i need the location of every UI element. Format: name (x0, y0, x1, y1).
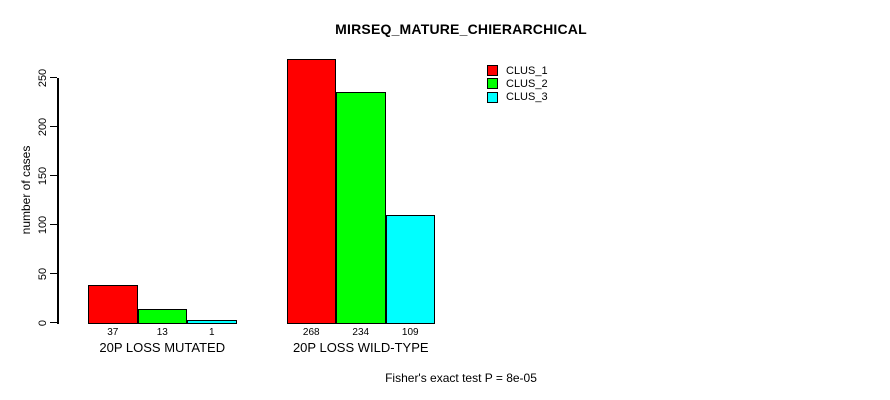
bar-clus_1-mutated (88, 285, 138, 324)
y-tick (50, 174, 57, 177)
y-tick-label: 50 (37, 267, 49, 280)
bar-clus_2-wild-type (336, 92, 386, 324)
y-tick-label: 200 (37, 117, 49, 136)
bar-value-label: 234 (352, 327, 370, 338)
y-tick (50, 125, 57, 128)
legend-swatch-clus_1 (487, 65, 498, 77)
y-tick-label: 250 (37, 68, 49, 87)
bar-clus_1-wild-type (286, 58, 336, 324)
legend-item-clus_3: CLUS_3 (487, 91, 548, 104)
legend-item-clus_2: CLUS_2 (487, 77, 548, 90)
y-tick-label: 100 (37, 215, 49, 234)
y-tick (50, 321, 57, 324)
y-tick-label: 0 (37, 319, 49, 326)
y-tick (50, 76, 57, 79)
legend-item-clus_1: CLUS_1 (487, 64, 548, 77)
bar-clus_3-mutated (187, 320, 237, 324)
legend-label: CLUS_1 (506, 64, 548, 77)
bar-value-label: 1 (208, 327, 215, 338)
y-tick (50, 223, 57, 226)
footnote: Fisher's exact test P = 8e-05 (385, 371, 537, 385)
bar-value-label: 13 (156, 327, 168, 338)
bar-clus_2-mutated (137, 308, 187, 324)
legend-swatch-clus_3 (487, 91, 498, 103)
bar-value-label: 37 (107, 327, 119, 338)
legend-swatch-clus_2 (487, 78, 498, 90)
legend: CLUS_1 CLUS_2 CLUS_3 (487, 64, 548, 104)
y-axis-line (57, 77, 59, 325)
y-tick (50, 272, 57, 275)
bar-clus_3-wild-type (385, 214, 435, 324)
y-tick-label: 150 (37, 166, 49, 185)
bar-value-label: 109 (401, 327, 419, 338)
chart-title: MIRSEQ_MATURE_CHIERARCHICAL (335, 21, 587, 37)
category-label: 20P LOSS MUTATED (99, 339, 226, 355)
y-axis-label: number of cases (19, 145, 33, 235)
legend-label: CLUS_2 (506, 77, 548, 90)
legend-label: CLUS_3 (506, 91, 548, 104)
category-label: 20P LOSS WILD-TYPE (292, 339, 429, 355)
bar-value-label: 268 (302, 327, 320, 338)
